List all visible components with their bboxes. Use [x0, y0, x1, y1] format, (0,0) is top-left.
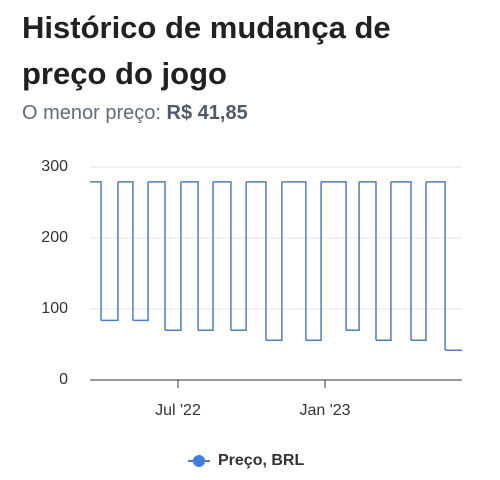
price-step [305, 181, 322, 341]
price-step [321, 181, 347, 331]
title: Histórico de mudança de [22, 10, 391, 45]
price-step [164, 181, 182, 332]
subtitle-label: O menor preço: [22, 102, 161, 124]
subtitle: O menor preço: R$ 41,85 [22, 102, 248, 125]
price-step [411, 181, 427, 341]
y-tick-label: 200 [41, 229, 68, 246]
y-tick-label: 0 [59, 371, 68, 388]
price-step [375, 181, 392, 341]
price-step [230, 181, 247, 332]
price-step [117, 181, 134, 321]
legend-dot [193, 455, 205, 467]
price-step [90, 181, 102, 321]
price-step [346, 181, 360, 332]
title: preço do jogo [22, 56, 227, 91]
lowest-price: R$ 41,85 [166, 102, 248, 124]
price-step [359, 181, 377, 341]
price-step [101, 181, 119, 322]
price-step [148, 181, 166, 331]
price-step [198, 181, 214, 332]
y-tick-label: 300 [41, 158, 68, 175]
price-step [213, 181, 232, 331]
x-tick-label: Jan '23 [299, 402, 350, 419]
x-tick-label: Jul '22 [155, 402, 201, 419]
price-step [246, 181, 267, 341]
price-step [281, 181, 307, 341]
price-step [180, 181, 199, 331]
price-step [425, 181, 446, 351]
y-tick-label: 100 [41, 300, 68, 317]
price-step [390, 181, 412, 341]
price-step [265, 181, 283, 341]
legend-label: Preço, BRL [218, 452, 304, 469]
price-step [132, 181, 149, 322]
